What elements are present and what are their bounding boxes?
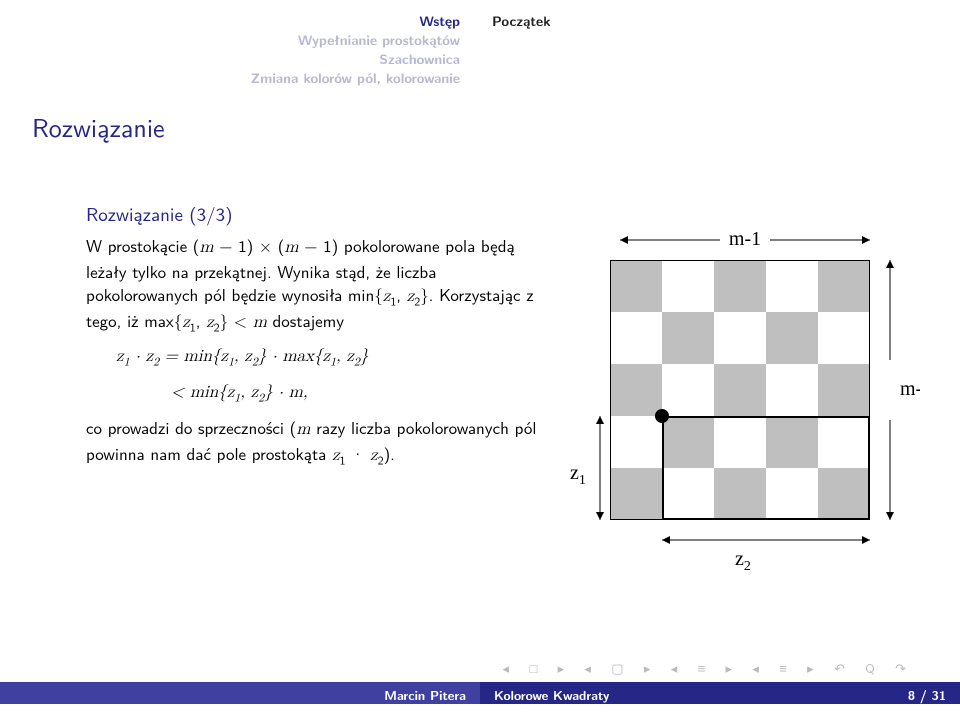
footer-author: Marcin Pitera — [0, 682, 480, 704]
nav-item-2[interactable]: Szachownica — [251, 50, 460, 69]
page-number: 8 / 31 — [908, 685, 946, 704]
nav-item-0[interactable]: Wstęp — [251, 12, 460, 31]
nav-item-3[interactable]: Zmiana kolorów pól, kolorowanie — [251, 69, 460, 88]
figure: m-1 m-1 z1 z2 — [600, 220, 920, 520]
equation-2: < min{z1, z2} · m, — [171, 381, 541, 407]
footer-title: Kolorowe Kwadraty — [494, 685, 609, 704]
paragraph-1: W prostokącie (m − 1) × (m − 1) pokoloro… — [86, 234, 541, 335]
z1-label: z1 — [570, 462, 586, 489]
top-label: m-1 — [729, 228, 761, 250]
checkerboard-grid — [610, 260, 870, 520]
nav-controls[interactable]: ◂ □ ▸ ◂ ▢ ▸ ◂ ≡ ▸ ◂ ≡ ▸ ↶ Q ↷ — [503, 659, 914, 678]
block-title: Rozwiązanie (3/3) — [86, 200, 541, 226]
paragraph-2: co prowadzi do sprzeczności (m razy licz… — [86, 416, 541, 467]
z2-label: z2 — [735, 548, 751, 575]
nav-item-1[interactable]: Wypełnianie prostokątów — [251, 31, 460, 50]
right-label: m-1 — [900, 378, 920, 400]
nav-subsection: Początek — [492, 12, 551, 31]
frame-title: Rozwiązanie — [32, 108, 165, 146]
equation-1: z1 · z2 = min{z1, z2} · max{z1, z2} — [116, 345, 541, 371]
content-block: Rozwiązanie (3/3) W prostokącie (m − 1) … — [86, 200, 541, 468]
